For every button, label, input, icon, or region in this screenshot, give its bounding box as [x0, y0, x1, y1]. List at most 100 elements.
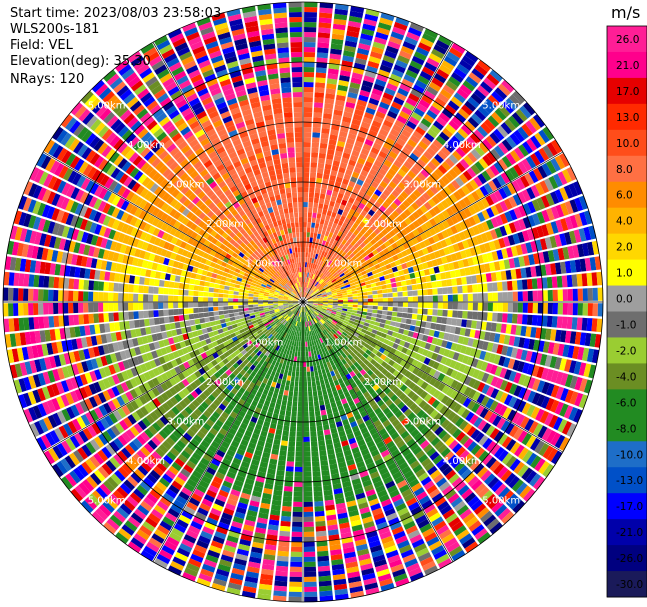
velocity-gate	[513, 220, 522, 232]
velocity-gate	[477, 311, 483, 321]
velocity-gate	[299, 361, 303, 367]
velocity-gate	[419, 355, 427, 363]
velocity-gate	[414, 243, 422, 251]
velocity-gate	[353, 321, 359, 327]
velocity-gate	[355, 390, 363, 397]
velocity-gate	[506, 247, 514, 258]
velocity-gate	[438, 64, 452, 75]
velocity-gate	[292, 521, 303, 527]
velocity-gate	[410, 428, 420, 438]
velocity-gate	[367, 423, 375, 431]
velocity-gate	[482, 312, 488, 321]
velocity-gate	[472, 284, 478, 293]
velocity-gate	[419, 241, 427, 249]
velocity-gate	[345, 313, 352, 318]
velocity-gate	[526, 278, 533, 290]
velocity-gate	[472, 339, 479, 348]
velocity-gate	[323, 346, 328, 353]
velocity-gate	[477, 60, 491, 72]
velocity-gate	[541, 163, 552, 177]
velocity-gate	[339, 75, 350, 82]
velocity-gate	[414, 198, 424, 208]
velocity-gate	[352, 249, 359, 255]
velocity-gate	[520, 349, 528, 361]
velocity-gate	[350, 364, 357, 371]
velocity-gate	[472, 369, 481, 379]
velocity-gate	[524, 418, 535, 432]
velocity-gate	[323, 393, 329, 400]
velocity-gate	[452, 150, 463, 161]
velocity-gate	[459, 533, 473, 545]
velocity-gate	[460, 345, 467, 354]
velocity-gate	[523, 102, 536, 116]
velocity-gate	[522, 362, 530, 374]
velocity-gate	[471, 479, 483, 491]
velocity-gate	[450, 390, 459, 400]
velocity-gate	[363, 205, 371, 213]
velocity-gate	[409, 402, 418, 412]
velocity-gate	[306, 305, 311, 309]
velocity-gate	[480, 122, 492, 134]
velocity-gate	[327, 273, 333, 279]
velocity-gate	[374, 228, 381, 235]
velocity-gate	[303, 391, 308, 397]
velocity-gate	[494, 504, 508, 517]
velocity-gate	[428, 368, 437, 377]
velocity-gate	[318, 22, 332, 29]
velocity-gate	[312, 286, 317, 291]
velocity-gate	[331, 124, 340, 131]
velocity-gate	[376, 246, 383, 253]
velocity-gate	[552, 342, 560, 355]
velocity-gate	[396, 137, 406, 147]
velocity-gate	[406, 120, 417, 130]
velocity-gate	[436, 363, 445, 372]
velocity-gate	[433, 73, 447, 84]
velocity-gate	[422, 289, 428, 296]
velocity-gate	[303, 82, 314, 88]
velocity-gate	[368, 387, 375, 395]
velocity-gate	[436, 477, 447, 488]
velocity-gate	[397, 168, 407, 178]
velocity-gate	[315, 291, 321, 295]
velocity-gate	[407, 290, 413, 297]
velocity-gate	[513, 164, 524, 177]
velocity-gate	[335, 350, 341, 357]
velocity-gate	[396, 317, 402, 323]
velocity-gate	[307, 299, 313, 301]
velocity-gate	[336, 322, 342, 327]
velocity-gate	[386, 283, 392, 289]
velocity-gate	[306, 311, 309, 317]
velocity-gate	[501, 139, 513, 152]
velocity-gate	[572, 346, 580, 360]
velocity-gate	[304, 47, 316, 53]
velocity-gate	[360, 282, 366, 287]
velocity-gate	[419, 270, 426, 277]
velocity-gate	[393, 142, 404, 151]
velocity-gate	[318, 445, 326, 452]
velocity-gate	[321, 309, 327, 313]
velocity-gate	[416, 409, 426, 419]
velocity-gate	[405, 196, 415, 205]
velocity-gate	[310, 167, 317, 173]
velocity-gate	[416, 314, 423, 321]
velocity-gate	[388, 222, 396, 230]
velocity-gate	[317, 306, 322, 310]
velocity-gate	[531, 227, 540, 239]
velocity-gate	[466, 319, 472, 328]
velocity-gate	[434, 426, 444, 436]
velocity-gate	[530, 135, 542, 149]
velocity-gate	[430, 469, 441, 480]
velocity-gate	[293, 486, 303, 492]
velocity-gate	[462, 453, 474, 464]
velocity-gate	[365, 315, 372, 320]
velocity-gate	[508, 370, 517, 382]
velocity-gate	[309, 416, 316, 422]
velocity-gate	[423, 150, 433, 161]
velocity-gate	[364, 419, 373, 427]
velocity-gate	[407, 205, 416, 214]
velocity-gate	[370, 365, 377, 373]
velocity-gate	[359, 267, 366, 273]
velocity-gate	[285, 380, 291, 386]
velocity-gate	[306, 295, 311, 299]
velocity-gate	[345, 224, 352, 231]
